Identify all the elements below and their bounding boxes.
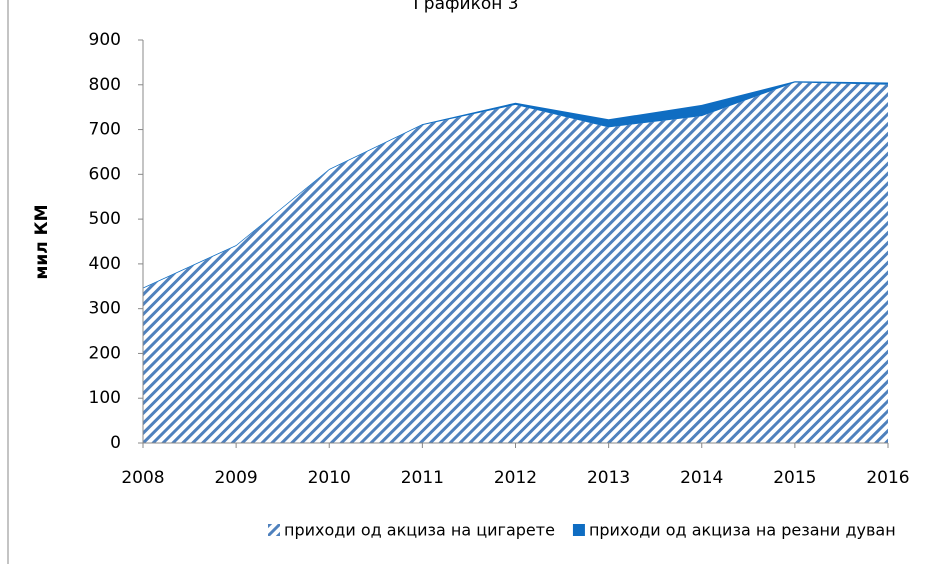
y-tick-label: 0	[110, 433, 121, 453]
y-tick-label: 100	[89, 388, 121, 408]
legend-swatch	[268, 524, 280, 536]
y-tick-label: 400	[89, 254, 121, 274]
x-tick-label: 2012	[494, 468, 537, 488]
y-tick-label: 800	[89, 75, 121, 95]
y-tick-label: 700	[89, 120, 121, 140]
y-tick-label: 900	[89, 30, 121, 50]
x-tick-label: 2008	[121, 468, 164, 488]
x-tick-label: 2010	[308, 468, 351, 488]
x-tick-label: 2016	[866, 468, 909, 488]
legend-label: приходи од акциза на цигарете	[284, 521, 555, 540]
x-tick-label: 2015	[773, 468, 816, 488]
chart-title: Графикон 3	[413, 0, 518, 14]
y-tick-label: 500	[89, 209, 121, 229]
y-tick-label: 300	[89, 299, 121, 319]
y-axis-label: мил КМ	[32, 205, 52, 280]
x-tick-label: 2013	[587, 468, 630, 488]
legend-swatch	[572, 524, 585, 536]
y-tick-label: 200	[89, 343, 121, 363]
area	[143, 82, 888, 444]
y-tick-label: 600	[89, 164, 121, 184]
x-tick-label: 2011	[401, 468, 444, 488]
x-tick-label: 2014	[680, 468, 723, 488]
legend-label: приходи од акциза на резани дуван	[589, 521, 896, 540]
x-tick-label: 2009	[214, 468, 257, 488]
